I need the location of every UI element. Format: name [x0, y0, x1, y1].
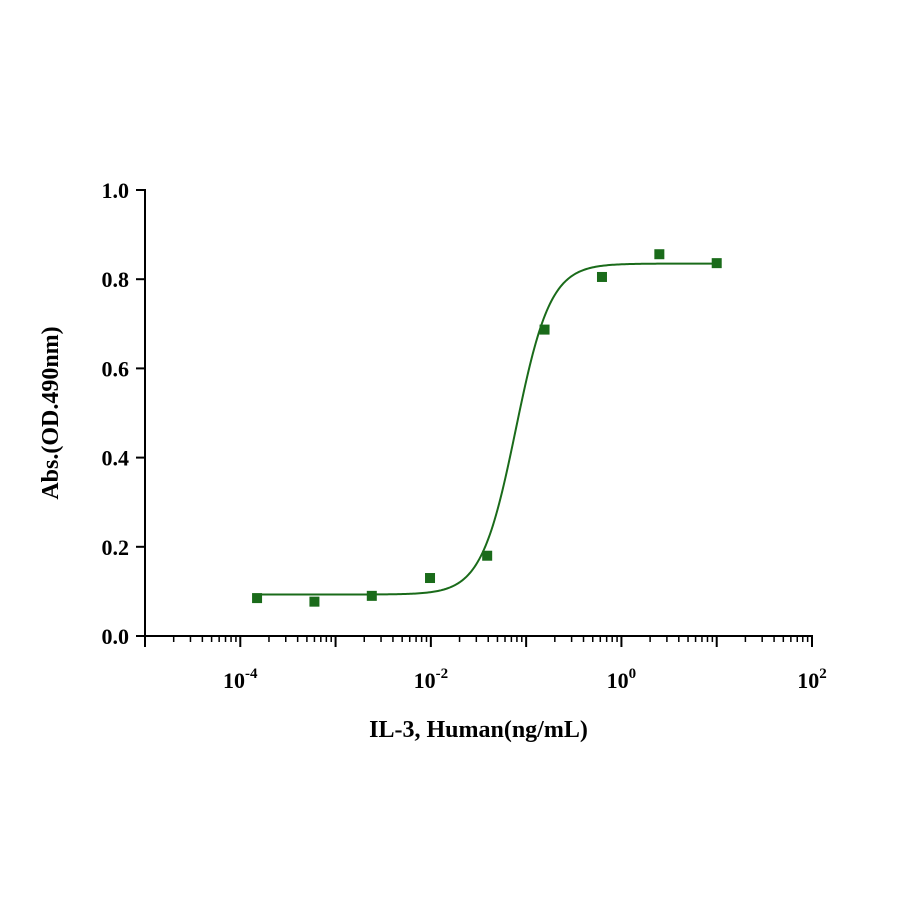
data-point	[654, 249, 665, 260]
x-tick-label: 102	[797, 666, 827, 693]
x-ticks: 10-4 10-2 100 102	[144, 636, 827, 693]
y-tick-label: 0.6	[102, 356, 130, 381]
y-tick-label: 0.4	[102, 446, 130, 471]
data-point	[596, 271, 607, 282]
y-tick-label: 0.2	[102, 535, 130, 560]
fit-curve	[257, 262, 717, 596]
data-point	[482, 550, 493, 561]
axes	[144, 189, 813, 637]
y-tick-label: 0.0	[102, 624, 130, 649]
data-point	[252, 593, 263, 604]
data-point	[425, 573, 436, 584]
data-point	[366, 590, 377, 601]
y-tick-label: 1.0	[102, 178, 130, 203]
y-tick-label: 0.8	[102, 267, 130, 292]
x-axis-title: IL-3, Human(ng/mL)	[369, 717, 588, 743]
data-point	[711, 258, 722, 269]
y-axis-title: Abs.(OD.490nm)	[38, 326, 64, 499]
data-points-layer	[252, 249, 722, 607]
data-point	[309, 596, 320, 607]
fit-curve-layer	[257, 262, 717, 596]
data-point	[539, 324, 550, 335]
x-tick-label: 10-2	[414, 666, 449, 693]
x-tick-label: 10-4	[223, 666, 258, 693]
x-tick-label: 100	[607, 666, 637, 693]
y-ticks: 0.0 0.2 0.4 0.6 0.8 1.0	[102, 178, 145, 649]
